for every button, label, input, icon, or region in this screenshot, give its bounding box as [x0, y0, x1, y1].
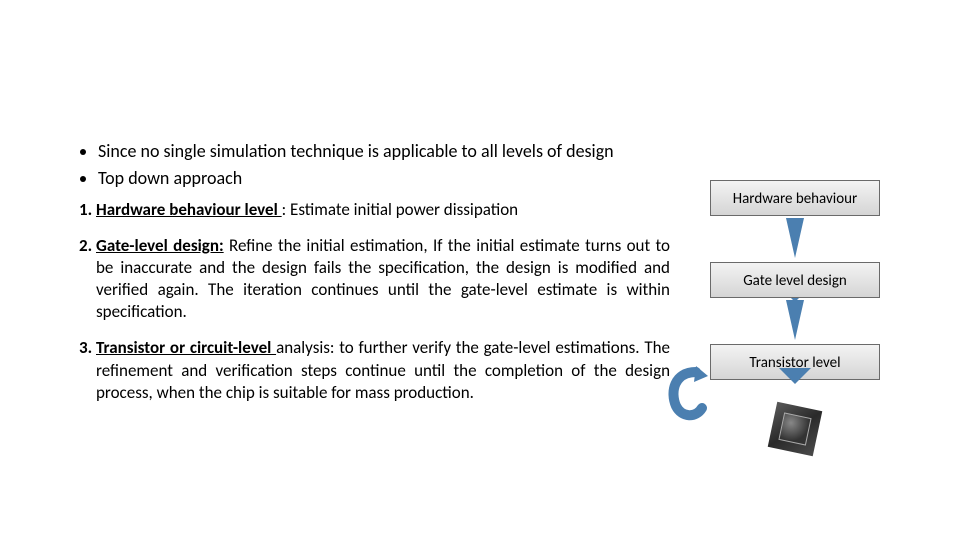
loop-arrow-icon	[666, 366, 710, 422]
arrow-spacer	[710, 298, 880, 344]
list-item: Hardware behaviour level : Estimate init…	[96, 199, 670, 221]
diagram-column: Hardware behaviour Gate level design Tra…	[690, 140, 900, 452]
slide: Since no single simulation technique is …	[0, 0, 960, 540]
arrow-down-icon	[786, 300, 804, 340]
box-wrap: Gate level design	[710, 262, 880, 298]
chip-image	[768, 402, 823, 457]
arrow-spacer	[710, 216, 880, 262]
bullet-item: Top down approach	[98, 167, 670, 190]
content-row: Since no single simulation technique is …	[70, 140, 900, 452]
text-column: Since no single simulation technique is …	[70, 140, 670, 452]
arrow-down-icon	[786, 218, 804, 258]
box-hardware-behaviour: Hardware behaviour	[710, 180, 880, 216]
numbered-list: Hardware behaviour level : Estimate init…	[70, 199, 670, 404]
item-body: : Estimate initial power dissipation	[282, 199, 518, 220]
bullet-item: Since no single simulation technique is …	[98, 140, 670, 163]
bullet-list: Since no single simulation technique is …	[70, 140, 670, 189]
item-lead: Transistor or circuit-level	[96, 337, 276, 358]
item-lead: Hardware behaviour level	[96, 199, 282, 220]
list-item: Transistor or circuit-level analysis: to…	[96, 337, 670, 403]
item-lead: Gate-level design:	[96, 235, 224, 256]
box-gate-level: Gate level design	[710, 262, 880, 298]
list-item: Gate-level design: Refine the initial es…	[96, 235, 670, 323]
